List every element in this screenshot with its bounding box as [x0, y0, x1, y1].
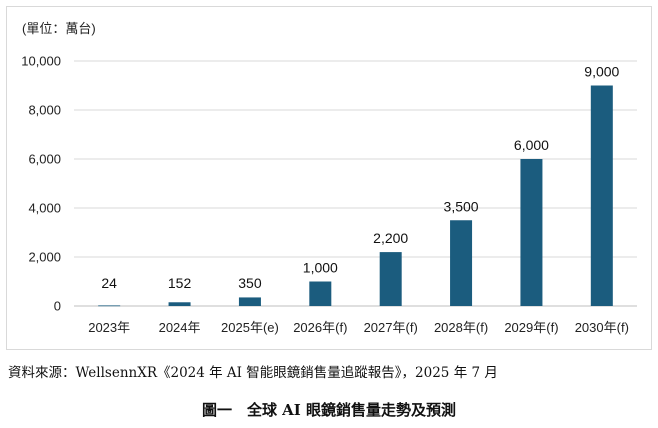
- data-label: 9,000: [584, 64, 619, 80]
- y-tick-label: 0: [54, 299, 61, 314]
- x-tick-label: 2028年(f): [434, 320, 488, 335]
- x-tick-label: 2026年(f): [293, 320, 347, 335]
- x-tick-label: 2029年(f): [504, 320, 558, 335]
- bar: [168, 302, 191, 306]
- y-tick-label: 4,000: [28, 201, 61, 216]
- x-tick-label: 2027年(f): [364, 320, 418, 335]
- data-label: 2,200: [373, 230, 408, 246]
- bar: [238, 297, 261, 306]
- gridlines: [74, 60, 637, 307]
- x-tick-label: 2025年(e): [221, 320, 279, 335]
- unit-label: (單位：萬台): [22, 21, 96, 36]
- bar: [450, 220, 473, 306]
- bar: [520, 159, 543, 306]
- y-tick-label: 10,000: [21, 54, 61, 69]
- x-tick-label: 2023年: [88, 320, 130, 335]
- bar: [379, 252, 402, 306]
- bar: [309, 281, 332, 306]
- bar-chart: 0 2,000 4,000 6,000 8,000 10,000 24 152 350 1,00…: [21, 54, 637, 335]
- bar: [590, 85, 613, 306]
- x-axis: 2023年 2024年 2025年(e) 2026年(f) 2027年(f) 2028年(…: [88, 320, 629, 335]
- bar: [98, 305, 121, 307]
- y-tick-label: 2,000: [28, 250, 61, 265]
- data-label: 152: [168, 275, 192, 291]
- data-label: 6,000: [514, 137, 549, 153]
- data-label: 3,500: [444, 198, 479, 214]
- y-tick-label: 8,000: [28, 103, 61, 118]
- bars: [98, 85, 613, 307]
- data-labels: 24 152 350 1,000 2,200 3,500 6,000 9,000: [101, 64, 619, 292]
- source-note: 資料來源：WellsennXR《2024 年 AI 智能眼鏡銷售量追蹤報告》，2…: [8, 365, 498, 381]
- y-axis: 0 2,000 4,000 6,000 8,000 10,000: [21, 54, 61, 314]
- data-label: 350: [238, 275, 262, 291]
- figure-caption: 圖一 全球 AI 眼鏡銷售量走勢及預測: [201, 401, 457, 419]
- data-label: 1,000: [303, 260, 338, 276]
- x-tick-label: 2030年(f): [575, 320, 629, 335]
- data-label: 24: [101, 275, 117, 291]
- y-tick-label: 6,000: [28, 152, 61, 167]
- x-tick-label: 2024年: [159, 320, 201, 335]
